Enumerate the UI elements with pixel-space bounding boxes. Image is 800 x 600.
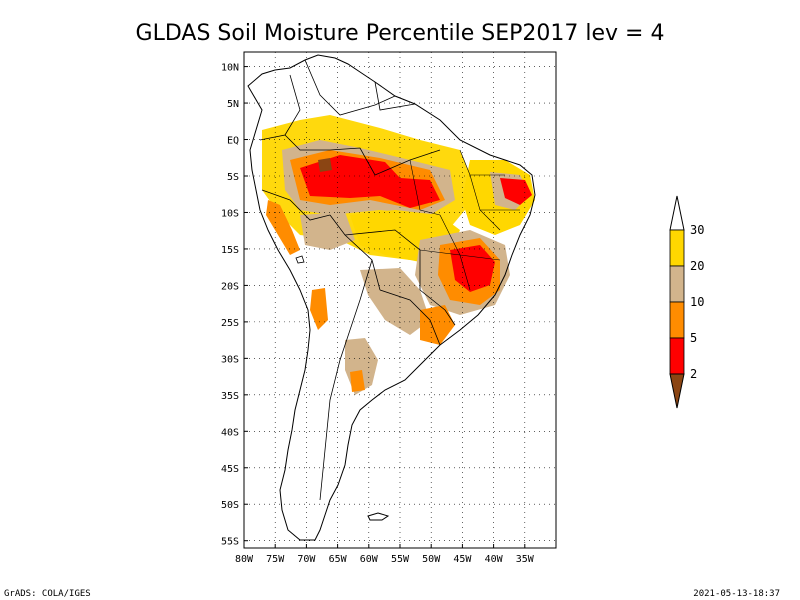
south-america-coastline	[247, 54, 536, 541]
amazon-brown-spot	[318, 158, 332, 172]
lat-label: 30S	[221, 354, 239, 365]
country-borders	[259, 59, 456, 501]
lat-label: 45S	[221, 464, 239, 475]
falklands	[367, 512, 390, 521]
longitude-labels: 80W 75W 70W 65W 60W 55W 50W 45W 40W 35W	[235, 544, 535, 565]
lon-label: 75W	[266, 554, 285, 565]
lon-label: 60W	[360, 554, 379, 565]
colorbar-top-cap	[669, 195, 685, 231]
argentina-orange-patch	[350, 370, 365, 392]
lat-label: 40S	[221, 427, 239, 438]
lat-label: 15S	[221, 245, 239, 256]
lon-label: 65W	[329, 554, 348, 565]
map-area	[243, 51, 557, 549]
lon-label: 55W	[391, 554, 410, 565]
amazon-red-core	[300, 155, 440, 208]
lat-label: 5S	[227, 172, 239, 183]
lon-label: 45W	[453, 554, 472, 565]
lat-label: 25S	[221, 318, 239, 329]
lat-label: 55S	[221, 537, 239, 548]
graticule	[244, 52, 556, 548]
soil-moisture-field	[244, 52, 556, 548]
colorbar-segment	[669, 265, 685, 303]
lon-label: 70W	[297, 554, 316, 565]
andes-orange-strip	[266, 200, 300, 255]
lat-label: 10S	[221, 208, 239, 219]
colorbar-label: 30	[690, 223, 704, 237]
lat-label: 10N	[221, 63, 239, 74]
ne-brazil-red	[500, 178, 532, 205]
colorbar: 30 20 10 5 2	[669, 195, 704, 409]
colorbar-segment	[669, 337, 685, 375]
lon-label: 40W	[485, 554, 504, 565]
chaco-orange-spot	[310, 288, 328, 330]
paraguay-tan	[360, 268, 430, 335]
colorbar-label: 2	[690, 367, 697, 381]
lat-label: 20S	[221, 281, 239, 292]
lat-label: EQ	[227, 136, 239, 147]
lake-titicaca	[295, 255, 305, 264]
lat-label: 5N	[227, 99, 239, 110]
lat-label: 50S	[221, 500, 239, 511]
colorbar-label: 10	[690, 295, 704, 309]
footer-left: GrADS: COLA/IGES	[4, 589, 91, 599]
southern-brazil-orange	[420, 305, 455, 345]
lat-label: 35S	[221, 391, 239, 402]
footer-right: 2021-05-13-18:37	[693, 589, 780, 599]
colorbar-segment	[669, 229, 685, 267]
lon-label: 35W	[516, 554, 535, 565]
map-title: GLDAS Soil Moisture Percentile SEP2017 l…	[136, 21, 665, 46]
latitude-labels: 10N 5N EQ 5S 10S 15S 20S 25S 30S 35S 40S 45S 50S 55S	[221, 63, 248, 548]
brazil-state-borders	[409, 149, 520, 291]
lon-label: 80W	[235, 554, 254, 565]
colorbar-label: 5	[690, 331, 697, 345]
central-brazil-tan	[300, 212, 355, 250]
colorbar-label: 20	[690, 259, 704, 273]
colorbar-bottom-cap	[669, 373, 685, 409]
lon-label: 50W	[422, 554, 441, 565]
se-brazil-red	[450, 245, 495, 292]
colorbar-segment	[669, 301, 685, 339]
